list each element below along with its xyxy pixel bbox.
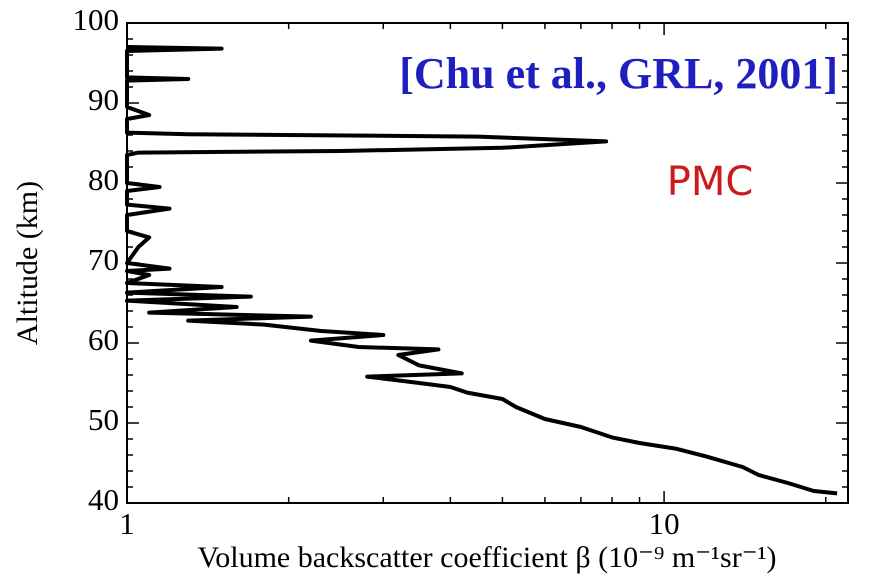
x-tick-label: 1 (119, 506, 135, 541)
y-tick-label: 100 (73, 2, 120, 37)
y-tick-label: 90 (88, 82, 119, 117)
y-axis-label: Altitude (km) (11, 181, 44, 345)
y-tick-label: 80 (88, 162, 119, 197)
y-tick-label: 70 (88, 242, 119, 277)
profile-line (125, 45, 838, 496)
y-tick-label: 40 (88, 482, 119, 517)
x-tick-label: 10 (649, 506, 680, 541)
annotation-pmc: PMC (667, 159, 754, 205)
x-axis-label: Volume backscatter coefficient β (10⁻⁹ m… (197, 541, 776, 574)
y-tick-label: 60 (88, 322, 119, 357)
plot-frame (126, 22, 849, 504)
annotation-citation: [Chu et al., GRL, 2001] (399, 49, 838, 98)
y-tick-label: 50 (88, 402, 119, 437)
